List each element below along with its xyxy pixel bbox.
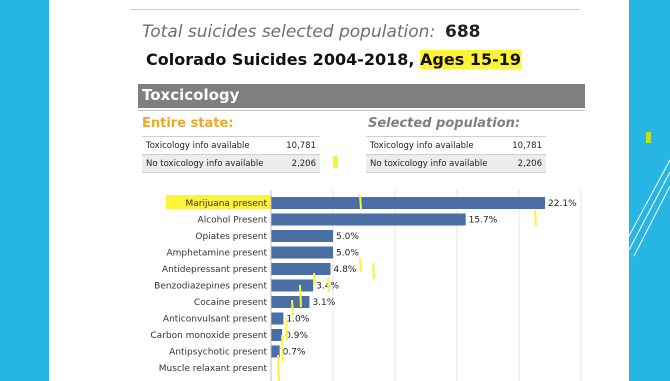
bar — [271, 329, 283, 341]
category-label: Anticonvulsant present — [163, 315, 268, 325]
bar — [271, 263, 331, 275]
row-label: No toxicology info available — [366, 154, 505, 173]
slide-area — [49, 0, 629, 381]
table-row: Toxicology info available 10,781 — [142, 136, 320, 155]
row-value: 2,206 — [504, 154, 546, 173]
entire-state-heading: Entire state: — [142, 116, 234, 131]
category-label: Cocaine present — [194, 298, 268, 308]
category-label: Benzodiazepines present — [154, 282, 267, 292]
top-divider — [130, 9, 580, 10]
annotation-mark — [291, 299, 294, 317]
category-label: Muscle relaxant present — [159, 364, 268, 374]
row-label: Toxicology info available — [142, 136, 279, 155]
row-label: No toxicology info available — [142, 154, 279, 173]
row-label: Toxicology info available — [366, 136, 505, 155]
category-label: Alcohol Present — [198, 216, 268, 226]
value-label: 5.0% — [336, 232, 359, 242]
category-label: Antipsychotic present — [169, 348, 267, 358]
entire-state-table: Toxicology info available 10,781 No toxi… — [142, 136, 320, 173]
category-label: Carbon monoxide present — [150, 331, 267, 341]
category-label: Antidepressant present — [162, 265, 268, 275]
bar — [271, 246, 333, 259]
annotation-mark — [281, 334, 284, 362]
table-row: No toxicology info available 2,206 — [366, 154, 546, 173]
value-label: 15.7% — [469, 216, 498, 226]
table-row: Toxicology info available 10,781 — [366, 136, 546, 155]
bar — [271, 296, 310, 308]
category-label: Marijuana present — [186, 199, 268, 209]
bar — [271, 345, 280, 358]
subtitle-age-highlight: Ages 15-19 — [420, 50, 521, 69]
highlight-mark — [333, 156, 338, 168]
subtitle-main: Colorado Suicides 2004-2018, — [146, 50, 421, 69]
value-label: 4.8% — [334, 265, 357, 275]
bar — [271, 213, 466, 226]
bar — [271, 197, 546, 209]
category-label-highlight — [166, 195, 272, 209]
category-label: Amphetamine present — [166, 249, 267, 259]
annotation-mark — [359, 194, 362, 210]
value-label: 5.0% — [336, 249, 359, 259]
value-label: 0.9% — [285, 331, 308, 341]
annotation-mark — [277, 354, 280, 381]
annotation-mark — [534, 209, 537, 227]
lime-accent-mark — [646, 132, 651, 143]
subtitle: Colorado Suicides 2004-2018, Ages 15-19 — [146, 50, 521, 69]
selected-population-heading: Selected population: — [368, 116, 521, 131]
left-accent-band — [0, 0, 49, 381]
value-label: 22.1% — [548, 199, 577, 209]
section-header-bar: Toxcicology — [138, 84, 585, 108]
right-accent-band — [629, 0, 670, 381]
table-row: No toxicology info available 2,206 — [142, 154, 320, 173]
category-label: Opiates present — [195, 232, 267, 242]
selected-population-table: Toxicology info available 10,781 No toxi… — [366, 136, 546, 173]
row-value: 2,206 — [278, 154, 320, 173]
diagonal-lines-decoration — [629, 159, 670, 257]
toxicology-bar-chart: Marijuana present 22.1% Alcohol Present 15.… — [150, 190, 582, 381]
bar — [271, 312, 284, 325]
row-value: 10,781 — [504, 136, 546, 155]
annotation-mark — [285, 317, 288, 341]
bar — [271, 279, 314, 292]
annotation-mark — [313, 272, 316, 286]
annotation-mark — [359, 257, 362, 273]
bar — [271, 230, 333, 242]
annotation-mark — [299, 284, 302, 308]
row-value: 10,781 — [278, 136, 320, 155]
annotation-mark — [372, 262, 375, 280]
value-label: 3.1% — [312, 298, 335, 308]
value-label: 1.0% — [286, 315, 309, 325]
annotation-mark — [327, 277, 330, 293]
section-title: Toxcicology — [142, 86, 240, 104]
section-divider — [138, 110, 585, 111]
total-suicides-value: 688 — [445, 22, 481, 42]
total-suicides-label: Total suicides selected population: — [142, 22, 436, 42]
value-label: 0.7% — [283, 348, 306, 358]
